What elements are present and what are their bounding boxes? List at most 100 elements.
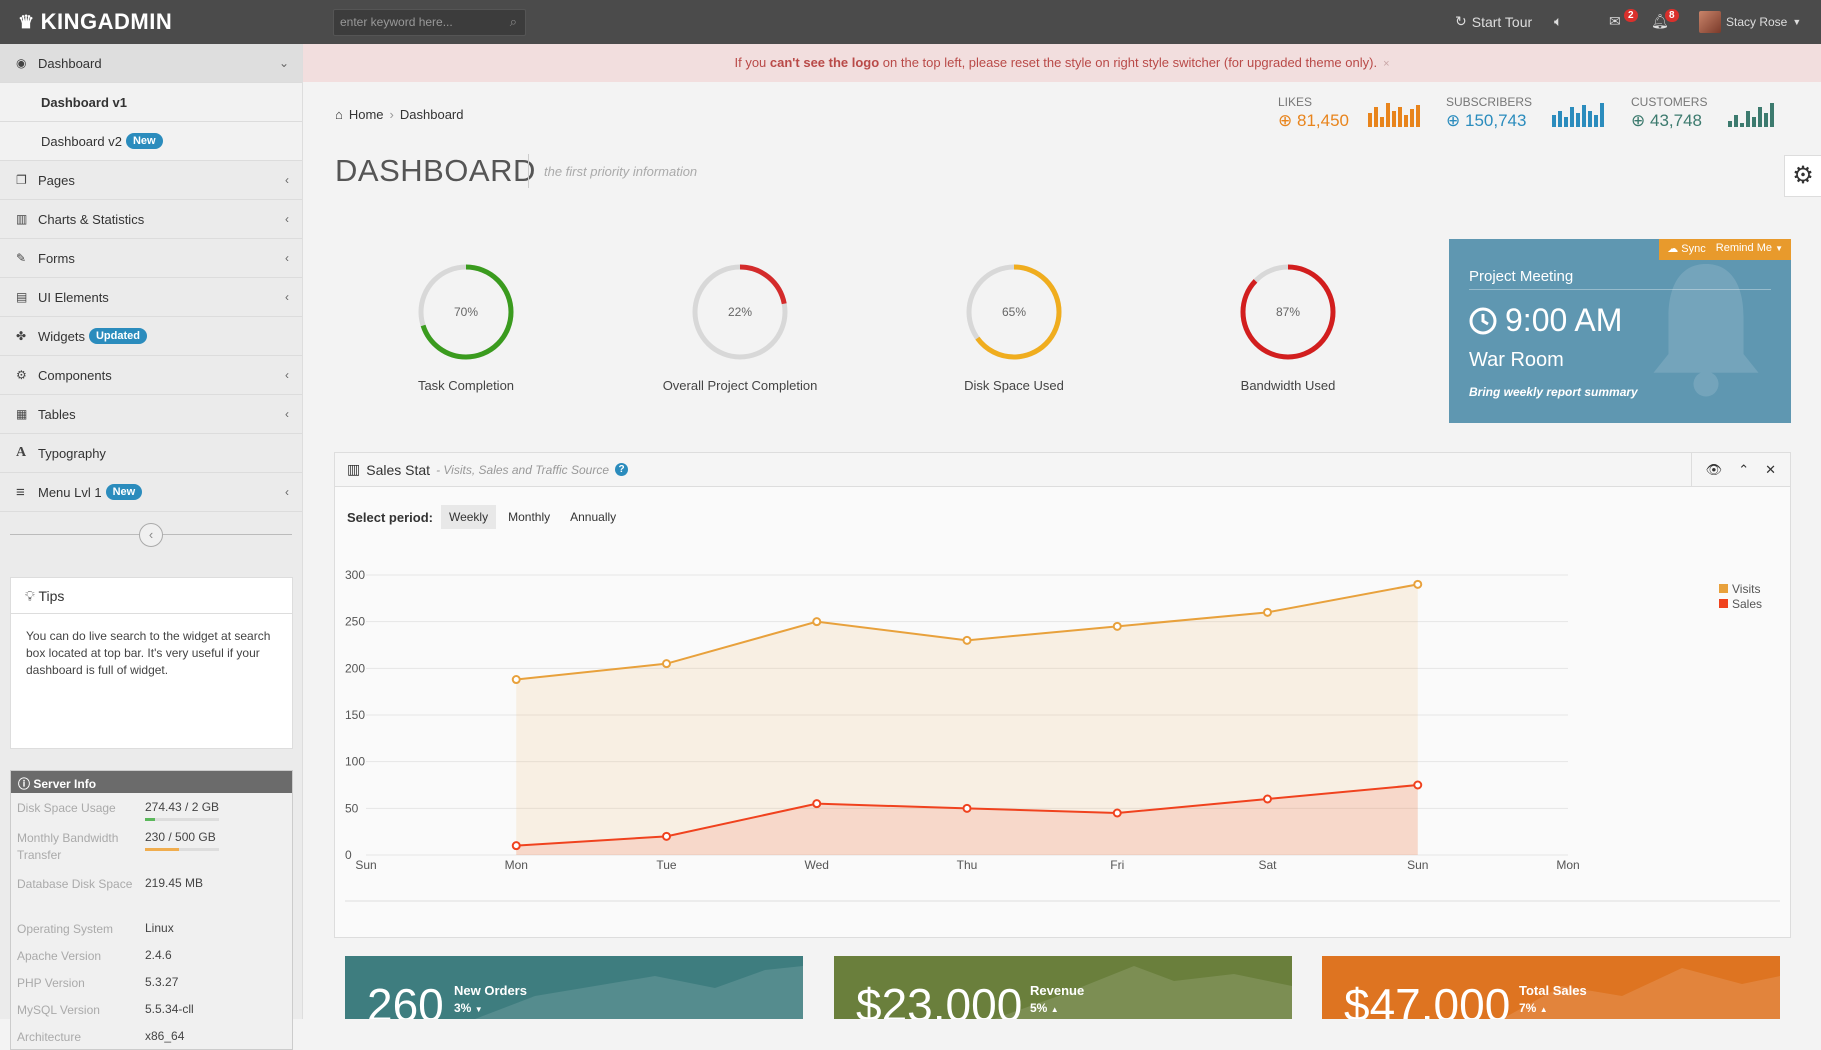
sidebar-item-dashboard[interactable]: ◉ Dashboard ⌄ xyxy=(0,44,302,83)
donut-chart: 22% xyxy=(692,264,788,360)
eye-icon[interactable]: 👁︎ xyxy=(1705,462,1723,477)
breadcrumb-home-link[interactable]: Home xyxy=(348,107,384,122)
tile-value: $23,000 xyxy=(856,979,1023,1019)
server-value: x86_64 xyxy=(145,1029,185,1043)
data-point-visits xyxy=(1413,579,1423,589)
x-tick-label: Tue xyxy=(656,858,677,872)
tile-new-orders: 260 New Orders 3% ▼ xyxy=(345,956,803,1019)
chevron-up-icon[interactable]: ⌃ xyxy=(1738,462,1750,477)
sync-button[interactable]: ☁ Sync xyxy=(1667,242,1706,257)
donut-value: 87% xyxy=(1276,305,1300,319)
search-input[interactable] xyxy=(340,15,500,29)
sidebar-item-ui-elements[interactable]: ▤ UI Elements ‹ xyxy=(0,278,302,317)
refresh-icon: ↻ xyxy=(1455,13,1467,29)
server-info-title: Server Info xyxy=(33,777,97,791)
alert-text-pre: If you xyxy=(734,55,770,70)
avatar xyxy=(1699,11,1721,33)
sidebar-item-dashboard-v1[interactable]: Dashboard v1 xyxy=(0,83,302,122)
close-icon[interactable]: ✕ xyxy=(1765,462,1776,477)
sales-stat-panel: ▥ Sales Stat - Visits, Sales and Traffic… xyxy=(334,452,1791,938)
likes-stat: LIKES ⊕ 81,450 xyxy=(1278,95,1420,131)
tile-caption: Total Sales xyxy=(1519,983,1587,998)
tile-percent: 7% ▲ xyxy=(1519,1001,1548,1015)
help-icon[interactable]: ? xyxy=(615,463,629,476)
sidebar-item-label: Pages xyxy=(38,172,75,188)
user-name: Stacy Rose xyxy=(1726,15,1788,29)
server-value: 230 / 500 GB xyxy=(145,830,216,844)
series-area-visits xyxy=(516,584,1418,855)
subscribers-value: 150,743 xyxy=(1464,111,1527,130)
clock-icon xyxy=(1469,307,1497,334)
tips-header: 💡︎ Tips xyxy=(11,578,292,614)
list-icon: ▤ xyxy=(16,290,28,304)
period-selector: Select period: Weekly Monthly Annually xyxy=(347,505,624,529)
sidebar-item-components[interactable]: ⚙ Components ‹ xyxy=(0,356,302,395)
sound-icon[interactable]: 🔈︎ xyxy=(1554,13,1563,29)
sidebar-item-label: Dashboard v2 xyxy=(41,133,122,149)
bandwidth-progress-bar xyxy=(145,848,219,851)
logo[interactable]: ♛ KINGADMIN xyxy=(18,9,172,35)
alert-close-button[interactable]: × xyxy=(1383,58,1390,70)
sales-panel-tools: 👁︎ ⌃ ✕ xyxy=(1690,453,1790,487)
sidebar-item-label: Charts & Statistics xyxy=(38,211,145,227)
donut-disk-space: 65% Disk Space Used xyxy=(914,262,1114,393)
y-tick-label: 200 xyxy=(345,661,365,675)
remind-label: Remind Me xyxy=(1715,242,1773,254)
start-tour-button[interactable]: ↻ Start Tour xyxy=(1455,13,1532,30)
y-tick-label: 150 xyxy=(345,708,365,722)
meeting-note: Bring weekly report summary xyxy=(1469,385,1638,399)
collapse-sidebar-button[interactable]: ‹ xyxy=(139,523,163,547)
tile-value: $47,000 xyxy=(1344,979,1511,1019)
data-point-visits xyxy=(1263,607,1272,617)
period-label: Select period: xyxy=(347,509,433,525)
mail-button[interactable]: ✉ 2 xyxy=(1609,9,1638,30)
sidebar-item-widgets[interactable]: ✤ Widgets Updated xyxy=(0,317,302,356)
server-value: Linux xyxy=(145,921,174,935)
period-annually[interactable]: Annually xyxy=(570,510,617,524)
data-point-sales xyxy=(662,831,671,841)
donut-chart: 65% xyxy=(966,264,1062,360)
data-point-visits xyxy=(511,675,521,685)
style-switcher-gear-icon[interactable]: ⚙ xyxy=(1784,155,1821,197)
sidebar-item-charts[interactable]: ▥ Charts & Statistics ‹ xyxy=(0,200,302,239)
sidebar-item-pages[interactable]: ❐ Pages ‹ xyxy=(0,161,302,200)
sidebar-item-forms[interactable]: ✎ Forms ‹ xyxy=(0,239,302,278)
sidebar-item-dashboard-v2[interactable]: Dashboard v2 New xyxy=(0,122,302,161)
period-monthly[interactable]: Monthly xyxy=(508,510,551,524)
server-key: Apache Version xyxy=(17,949,102,963)
plus-circle-icon: ⊕ xyxy=(1446,111,1461,130)
donut-value: 70% xyxy=(454,305,478,319)
donut-label: Bandwidth Used xyxy=(1240,378,1336,393)
server-key: Database Disk Space xyxy=(17,877,133,891)
alert-text-bold: can't see the logo xyxy=(769,55,880,70)
legend-swatch xyxy=(1719,599,1728,608)
remind-me-button[interactable]: Remind Me ▼ xyxy=(1716,242,1783,257)
start-tour-label: Start Tour xyxy=(1471,13,1533,30)
info-icon: ⓘ xyxy=(18,777,31,791)
server-info-widget: ⓘ Server Info Disk Space Usage 274.43 / … xyxy=(10,770,293,1050)
period-weekly[interactable]: Weekly xyxy=(440,505,497,529)
tile-percent-value: 5% xyxy=(1030,1001,1048,1015)
chevron-left-icon: ‹ xyxy=(285,212,289,226)
likes-sparkline xyxy=(1368,103,1420,127)
bar-chart-icon: ▥ xyxy=(347,461,361,477)
subscribers-stat: SUBSCRIBERS ⊕ 150,743 xyxy=(1446,95,1604,131)
tile-revenue: $23,000 Revenue 5% ▲ xyxy=(834,956,1292,1019)
user-menu[interactable]: Stacy Rose ▼ xyxy=(1699,11,1801,33)
search-icon[interactable]: ⌕ xyxy=(509,14,517,29)
tile-total-sales: $47,000 Total Sales 7% ▲ xyxy=(1322,956,1780,1019)
data-point-visits xyxy=(662,659,671,669)
bell-icon: 🔔︎ xyxy=(1651,13,1669,29)
tile-percent: 5% ▲ xyxy=(1030,1001,1059,1015)
sidebar-item-menu-lvl-1[interactable]: ≡ Menu Lvl 1 New ‹ xyxy=(0,473,302,512)
legend-label: Visits xyxy=(1732,582,1760,596)
meeting-room: War Room xyxy=(1469,349,1564,371)
server-value: 2.4.6 xyxy=(145,948,172,962)
sidebar-item-typography[interactable]: A Typography xyxy=(0,434,302,473)
subscribers-value-row: ⊕ 150,743 xyxy=(1446,111,1532,131)
server-key: MySQL Version xyxy=(17,1003,100,1017)
likes-value: 81,450 xyxy=(1296,111,1349,130)
data-point-sales xyxy=(1112,808,1122,818)
notifications-button[interactable]: 🔔︎ 8 xyxy=(1651,9,1679,30)
sidebar-item-tables[interactable]: ▦ Tables ‹ xyxy=(0,395,302,434)
